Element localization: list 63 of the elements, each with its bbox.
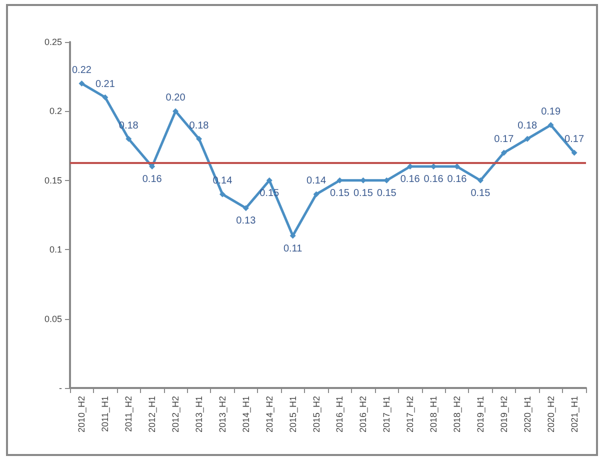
x-tick-label: 2018_H2 xyxy=(452,396,462,433)
point xyxy=(196,136,202,142)
x-tick-label: 2019_H2 xyxy=(498,396,509,433)
data-label: 0.13 xyxy=(236,216,256,227)
point xyxy=(78,80,85,87)
x-tick-label: 2017_H2 xyxy=(405,396,416,433)
x-tick-label: 2016_H2 xyxy=(358,396,368,433)
x-tick-label: 2019_H1 xyxy=(475,396,486,433)
x-tick-label: 2020_H1 xyxy=(522,396,532,433)
x-tick-label: 2010_H2 xyxy=(76,396,87,433)
x-tick-label: 2011_H1 xyxy=(100,396,110,432)
x-tick-label: 2020_H2 xyxy=(546,396,556,433)
data-label: 0.14 xyxy=(306,176,326,187)
data-label: 0.18 xyxy=(189,120,210,132)
data-label: 0.16 xyxy=(400,174,420,186)
x-tick-label: 2011_H2 xyxy=(124,396,134,432)
y-tick-label: 0.25 xyxy=(44,37,62,47)
data-label: 0.15 xyxy=(376,188,397,199)
point xyxy=(219,191,226,198)
data-label: 0.22 xyxy=(72,65,92,76)
point xyxy=(313,191,320,198)
x-tick-label: 2014_H1 xyxy=(240,396,251,433)
data-label: 0.16 xyxy=(424,174,444,186)
point xyxy=(548,122,554,128)
point xyxy=(571,150,578,156)
point xyxy=(149,164,156,170)
point xyxy=(242,205,249,212)
data-label: 0.15 xyxy=(330,188,350,199)
y-tick-label: 0.1 xyxy=(49,244,62,255)
data-label: 0.20 xyxy=(166,92,186,104)
x-tick-label: 2015_H2 xyxy=(311,396,322,433)
data-label: 0.16 xyxy=(142,174,162,186)
data-label: 0.15 xyxy=(470,188,491,199)
y-tick-label: 0.05 xyxy=(44,314,62,324)
data-label: 0.17 xyxy=(564,134,584,146)
data-label: 0.21 xyxy=(95,78,116,90)
x-tick-label: 2021_H1 xyxy=(569,396,580,433)
x-tick-label: 2012_H2 xyxy=(170,396,181,433)
x-tick-label: 2018_H1 xyxy=(428,396,439,433)
data-label: 0.15 xyxy=(353,188,374,199)
x-tick-label: 2012_H1 xyxy=(147,396,158,433)
x-tick-label: 2015_H1 xyxy=(288,396,298,433)
y-tick-label: - xyxy=(59,383,62,393)
point xyxy=(477,177,484,184)
point xyxy=(524,136,530,142)
point xyxy=(172,108,179,114)
point xyxy=(102,94,108,100)
data-label: 0.11 xyxy=(283,243,303,254)
y-tick-label: 0.15 xyxy=(44,175,62,186)
point xyxy=(290,232,296,239)
data-label: 0.18 xyxy=(518,120,538,132)
x-tick-label: 2016_H1 xyxy=(334,396,345,433)
y-tick-label: 0.2 xyxy=(49,106,62,116)
point xyxy=(266,177,272,184)
data-label: 0.17 xyxy=(494,134,514,146)
x-tick-label: 2013_H1 xyxy=(194,396,204,433)
x-tick-label: 2017_H1 xyxy=(382,396,392,433)
data-label: 0.19 xyxy=(541,106,561,118)
point xyxy=(126,136,132,142)
x-tick-label: 2013_H2 xyxy=(217,396,228,433)
x-tick-label: 2014_H2 xyxy=(264,396,274,433)
point xyxy=(500,150,507,156)
data-label: 0.16 xyxy=(447,174,468,186)
